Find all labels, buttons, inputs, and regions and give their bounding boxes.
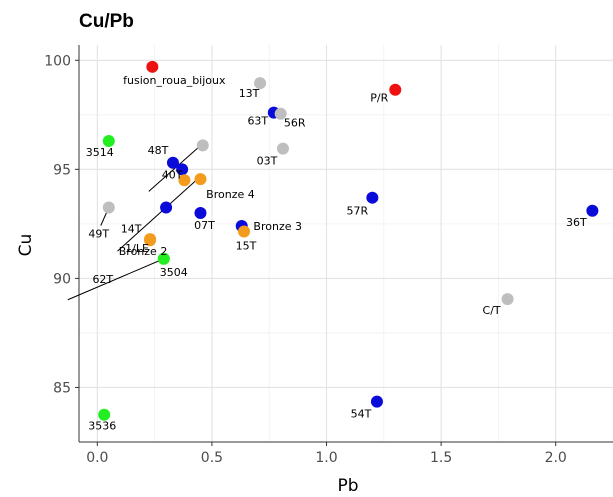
- point-label: C/T: [483, 304, 501, 317]
- point-label: 49T: [88, 228, 109, 241]
- data-point: [276, 142, 289, 155]
- data-point: [166, 156, 179, 169]
- data-point: [370, 395, 383, 408]
- point-label: 54T: [351, 408, 372, 421]
- x-tick-label: 0.0: [86, 450, 108, 466]
- data-point: [102, 201, 115, 214]
- point-label: Bronze 2: [119, 245, 168, 258]
- x-axis-title: Pb: [337, 476, 358, 496]
- leader-line: [67, 258, 164, 301]
- x-tick-label: 0.5: [201, 450, 223, 466]
- point-label: 36T: [566, 216, 587, 229]
- y-tick-label: 90: [53, 271, 71, 287]
- data-point: [102, 134, 115, 147]
- point-label: 07T: [194, 219, 215, 232]
- point-label: 3514: [86, 146, 114, 159]
- point-label: 03T: [257, 155, 278, 168]
- point-label: Bronze 4: [206, 188, 255, 201]
- data-point: [157, 252, 170, 265]
- plot-background: [79, 45, 613, 442]
- point-label: Bronze 3: [253, 220, 302, 233]
- tick-labels: 0.0 0.5 1.0 1.5 2.0 85 90 95 100: [44, 53, 567, 466]
- y-tick-label: 95: [53, 162, 71, 178]
- point-labels: fusion_roua_bijoux P/R 13T 63T 56R 03T 3514 48T…: [86, 74, 587, 433]
- point-label: 13T: [239, 87, 260, 100]
- data-point: [178, 174, 191, 187]
- data-point: [146, 60, 159, 73]
- point-label: 56R: [284, 117, 306, 130]
- point-label: 48T: [148, 144, 169, 157]
- grid: [75, 45, 613, 446]
- data-point: [194, 206, 207, 219]
- data-point: [98, 408, 111, 421]
- data-point: [194, 173, 207, 186]
- x-tick-label: 2.0: [545, 450, 567, 466]
- point-label: 63T: [247, 115, 268, 128]
- point-label: 40T: [162, 168, 183, 181]
- data-point: [254, 77, 267, 90]
- data-points: [98, 60, 599, 421]
- data-point: [274, 107, 287, 120]
- x-tick-label: 1.0: [315, 450, 337, 466]
- chart-title: Cu/Pb: [79, 11, 134, 32]
- point-label: 62T: [92, 273, 113, 286]
- point-label: 14T: [121, 223, 142, 236]
- point-label: 15T: [236, 240, 257, 253]
- point-label: fusion_roua_bijoux: [123, 74, 226, 87]
- y-tick-label: 100: [44, 53, 71, 69]
- data-point: [501, 293, 514, 306]
- point-label: 3504: [160, 266, 188, 279]
- point-label: 1/LE: [125, 242, 149, 255]
- data-point: [586, 204, 599, 217]
- point-label: 3536: [88, 420, 116, 433]
- data-point: [160, 201, 173, 214]
- data-point: [196, 139, 209, 152]
- y-tick-label: 85: [53, 380, 71, 396]
- leader-line: [117, 178, 198, 252]
- data-point: [366, 191, 379, 204]
- point-label: 57R: [347, 205, 369, 218]
- y-axis-title: Cu: [16, 234, 36, 257]
- data-point: [389, 83, 402, 96]
- data-point: [176, 163, 189, 176]
- x-tick-label: 1.5: [430, 450, 452, 466]
- point-label: P/R: [370, 92, 388, 105]
- data-point: [238, 225, 251, 238]
- data-point: [144, 234, 157, 247]
